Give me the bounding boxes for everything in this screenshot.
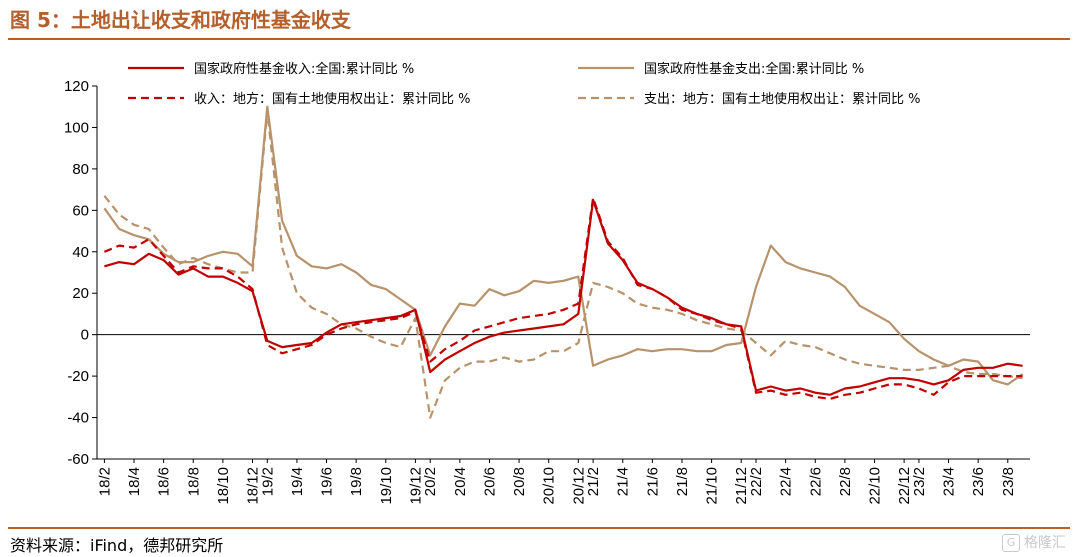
x-tick-label: 19/10 bbox=[378, 467, 395, 505]
x-tick-label: 21/4 bbox=[615, 467, 632, 496]
y-tick-label: -20 bbox=[67, 368, 89, 385]
legend-label-3: 收入：地方：国有土地使用权出让：累计同比 % bbox=[194, 91, 471, 107]
x-tick-label: 23/8 bbox=[1000, 467, 1017, 496]
legend-label-2: 国家政府性基金支出:全国:累计同比 % bbox=[644, 61, 864, 77]
x-tick-label: 18/12 bbox=[245, 467, 262, 505]
x-tick-label: 21/6 bbox=[644, 467, 661, 496]
series-line-3 bbox=[103, 196, 1023, 400]
y-tick-label: 100 bbox=[64, 119, 89, 136]
series-line-1 bbox=[104, 198, 1023, 396]
x-tick-label: 21/8 bbox=[674, 467, 691, 496]
x-tick-label: 18/2 bbox=[96, 467, 113, 496]
figure-title: 图 5：土地出让收支和政府性基金收支 bbox=[10, 8, 351, 32]
legend-label-4: 支出：地方：国有土地使用权出让：累计同比 % bbox=[644, 91, 921, 107]
y-tick-label: 0 bbox=[81, 327, 89, 344]
x-tick-label: 20/8 bbox=[511, 467, 528, 496]
y-tick-label: 40 bbox=[72, 244, 89, 261]
x-tick-label: 20/4 bbox=[452, 467, 469, 496]
y-tick-label: 80 bbox=[72, 161, 89, 178]
y-axis: -60 -40 -20 0 20 40 60 80 100 120 bbox=[64, 78, 98, 468]
series-line-2 bbox=[103, 105, 1024, 386]
x-tick-label: 19/12 bbox=[407, 467, 424, 505]
source-note: 资料来源：iFind，德邦研究所 bbox=[10, 536, 224, 555]
x-tick-label: 23/6 bbox=[970, 467, 987, 496]
x-tick-label: 22/6 bbox=[807, 467, 824, 496]
watermark-text: 格隆汇 bbox=[1024, 535, 1066, 551]
x-tick-label: 22/2 bbox=[748, 467, 765, 496]
y-tick-label: 120 bbox=[64, 78, 89, 95]
series-line-4 bbox=[103, 109, 1023, 419]
x-tick-label: 18/10 bbox=[215, 467, 232, 505]
x-tick-label: 19/2 bbox=[259, 467, 276, 496]
x-tick-label: 22/8 bbox=[837, 467, 854, 496]
x-tick-label: 23/2 bbox=[911, 467, 928, 496]
x-tick-label: 21/12 bbox=[733, 467, 750, 505]
x-tick-label: 21/10 bbox=[704, 467, 721, 505]
x-tick-label: 19/4 bbox=[289, 467, 306, 496]
x-tick-label: 18/8 bbox=[185, 467, 202, 496]
title-divider bbox=[8, 38, 1070, 40]
chart-legend: 国家政府性基金收入:全国:累计同比 % 国家政府性基金支出:全国:累计同比 % 收入… bbox=[128, 61, 921, 107]
x-tick-label: 22/10 bbox=[867, 467, 884, 505]
x-tick-label: 20/2 bbox=[422, 467, 439, 496]
legend-label-1: 国家政府性基金收入:全国:累计同比 % bbox=[194, 61, 414, 77]
source-divider bbox=[8, 527, 1070, 529]
x-tick-label: 22/4 bbox=[778, 467, 795, 496]
watermark-logo: G 格隆汇 bbox=[1002, 532, 1066, 552]
y-tick-label: -40 bbox=[67, 410, 89, 427]
y-tick-label: -60 bbox=[67, 451, 89, 468]
x-tick-label: 21/2 bbox=[585, 467, 602, 496]
x-tick-label: 19/8 bbox=[348, 467, 365, 496]
y-tick-label: 60 bbox=[72, 202, 89, 219]
x-tick-label: 23/4 bbox=[941, 467, 958, 496]
watermark-icon: G bbox=[1002, 534, 1020, 552]
x-tick-label: 18/6 bbox=[156, 467, 173, 496]
x-tick-label: 19/6 bbox=[319, 467, 336, 496]
x-tick-label: 20/12 bbox=[570, 467, 587, 505]
x-tick-label: 22/12 bbox=[896, 467, 913, 505]
x-tick-label: 20/6 bbox=[481, 467, 498, 496]
y-tick-label: 20 bbox=[72, 285, 89, 302]
x-tick-label: 18/4 bbox=[126, 467, 143, 496]
line-chart: 国家政府性基金收入:全国:累计同比 % 国家政府性基金支出:全国:累计同比 % 收入… bbox=[64, 61, 1030, 505]
x-tick-label: 20/10 bbox=[541, 467, 558, 505]
series-layer bbox=[103, 105, 1024, 419]
